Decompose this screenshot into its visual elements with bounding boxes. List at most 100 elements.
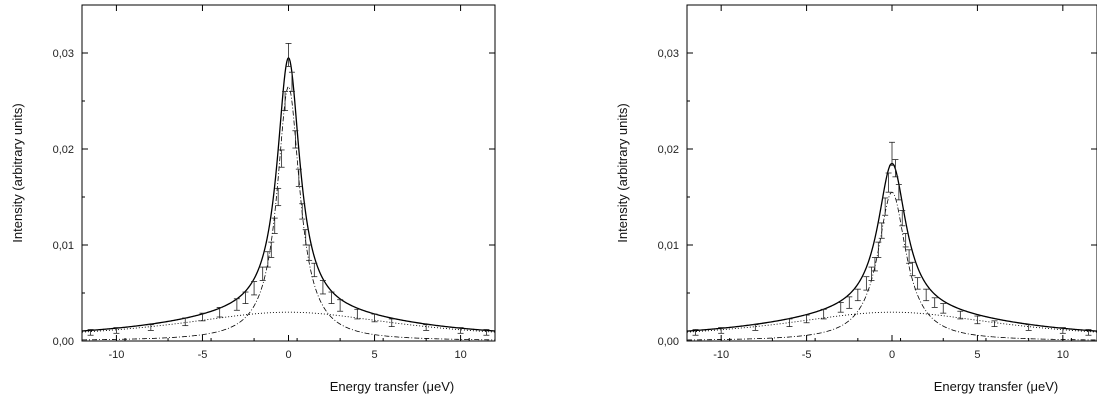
data-point bbox=[311, 262, 318, 278]
data-point bbox=[909, 261, 916, 277]
data-point bbox=[820, 308, 827, 320]
y-tick-label: 0,01 bbox=[658, 240, 679, 252]
data-point bbox=[199, 312, 206, 322]
data-point bbox=[282, 91, 289, 111]
chart-right: 0,00 0,01 0,02 0,03 -10 -5 0 5 10 Energy transf… bbox=[615, 4, 1097, 394]
data-point bbox=[292, 130, 299, 149]
data-point bbox=[1059, 327, 1066, 334]
x-tick-label: 5 bbox=[974, 349, 980, 361]
data-errorbars bbox=[87, 43, 490, 336]
x-axis-title: Energy transfer (μeV) bbox=[934, 379, 1059, 394]
data-point bbox=[899, 210, 906, 227]
data-point bbox=[182, 317, 189, 327]
data-point bbox=[295, 168, 302, 187]
data-point bbox=[251, 281, 258, 296]
data-point bbox=[483, 329, 490, 336]
data-point bbox=[306, 244, 313, 261]
y-tick-labels: 0,00 0,01 0,02 0,03 bbox=[658, 48, 679, 348]
data-point bbox=[113, 327, 120, 334]
data-point bbox=[328, 291, 335, 304]
data-point bbox=[147, 324, 154, 331]
plot-frame bbox=[686, 4, 1097, 342]
data-point bbox=[882, 197, 889, 216]
data-point bbox=[871, 257, 878, 272]
x-tick-label: 0 bbox=[285, 349, 291, 361]
data-point bbox=[786, 318, 793, 328]
data-point bbox=[923, 288, 930, 302]
data-point bbox=[457, 327, 464, 334]
data-point bbox=[868, 266, 875, 281]
data-point bbox=[885, 172, 892, 193]
y-tick-label: 0,02 bbox=[658, 144, 679, 156]
data-errorbars bbox=[692, 141, 1092, 336]
data-point bbox=[837, 302, 844, 313]
fit-curve-dotted bbox=[686, 311, 1097, 333]
data-point bbox=[233, 298, 240, 311]
fit-curves bbox=[686, 162, 1097, 341]
data-point bbox=[388, 318, 395, 328]
x-tick-label: 5 bbox=[371, 349, 377, 361]
x-tick-label: -10 bbox=[713, 349, 729, 361]
data-point bbox=[931, 297, 938, 308]
data-point bbox=[354, 308, 361, 320]
data-point bbox=[991, 320, 998, 328]
fit-curve-solid bbox=[81, 56, 496, 332]
data-point bbox=[895, 184, 902, 201]
y-tick-label: 0,03 bbox=[53, 48, 74, 60]
data-point bbox=[371, 313, 378, 323]
x-tick-label: -10 bbox=[108, 349, 124, 361]
data-point bbox=[863, 276, 870, 291]
data-point bbox=[423, 324, 430, 331]
data-point bbox=[87, 329, 94, 336]
y-tick-label: 0,00 bbox=[658, 336, 679, 348]
data-point bbox=[285, 43, 292, 67]
data-point bbox=[216, 306, 223, 318]
data-point bbox=[302, 229, 309, 246]
data-point bbox=[906, 249, 913, 264]
fit-curve-dash-dot bbox=[687, 191, 1097, 341]
axis-ticks bbox=[81, 4, 495, 342]
x-tick-label: -5 bbox=[198, 349, 208, 361]
x-tick-label: 10 bbox=[454, 349, 466, 361]
y-tick-label: 0,03 bbox=[658, 48, 679, 60]
data-point bbox=[940, 303, 947, 314]
y-tick-label: 0,00 bbox=[53, 336, 74, 348]
data-point bbox=[889, 141, 895, 166]
data-point bbox=[271, 217, 278, 234]
data-point bbox=[264, 251, 271, 268]
y-tick-label: 0,02 bbox=[53, 144, 74, 156]
x-tick-label: -5 bbox=[802, 349, 812, 361]
data-point bbox=[878, 222, 885, 239]
data-point bbox=[752, 324, 759, 331]
data-point bbox=[1085, 329, 1092, 336]
data-point bbox=[875, 241, 882, 258]
data-point bbox=[319, 280, 326, 295]
data-point bbox=[718, 327, 725, 334]
data-point bbox=[854, 288, 861, 302]
x-tick-labels: -10 -5 0 5 10 bbox=[713, 349, 1069, 361]
x-tick-labels: -10 -5 0 5 10 bbox=[108, 349, 466, 361]
data-point bbox=[1025, 324, 1032, 331]
data-point bbox=[275, 187, 282, 207]
data-point bbox=[268, 241, 275, 258]
fit-curve-dash-dot bbox=[81, 85, 496, 341]
data-point bbox=[299, 203, 306, 220]
x-tick-label: 10 bbox=[1057, 349, 1069, 361]
x-tick-label: 0 bbox=[889, 349, 895, 361]
data-point bbox=[337, 299, 344, 312]
data-point bbox=[259, 266, 266, 281]
data-point bbox=[902, 233, 909, 248]
fit-curve-dotted bbox=[81, 311, 496, 333]
data-point bbox=[914, 277, 921, 290]
fit-curves bbox=[81, 56, 496, 341]
data-point bbox=[803, 314, 810, 324]
fit-curve-solid bbox=[686, 162, 1097, 332]
x-axis-title: Energy transfer (μeV) bbox=[330, 379, 455, 394]
y-axis-title: Intensity (arbitrary units) bbox=[10, 103, 25, 242]
chart-panel-right: 0,00 0,01 0,02 0,03 -10 -5 0 5 10 Energy transf… bbox=[548, 0, 1097, 403]
chart-panel-left: 0,00 0,01 0,02 0,03 -10 -5 0 5 10 Energy transf… bbox=[0, 0, 548, 403]
data-point bbox=[278, 149, 285, 168]
data-point bbox=[846, 296, 853, 309]
data-point bbox=[957, 310, 964, 320]
y-tick-labels: 0,00 0,01 0,02 0,03 bbox=[53, 48, 74, 348]
